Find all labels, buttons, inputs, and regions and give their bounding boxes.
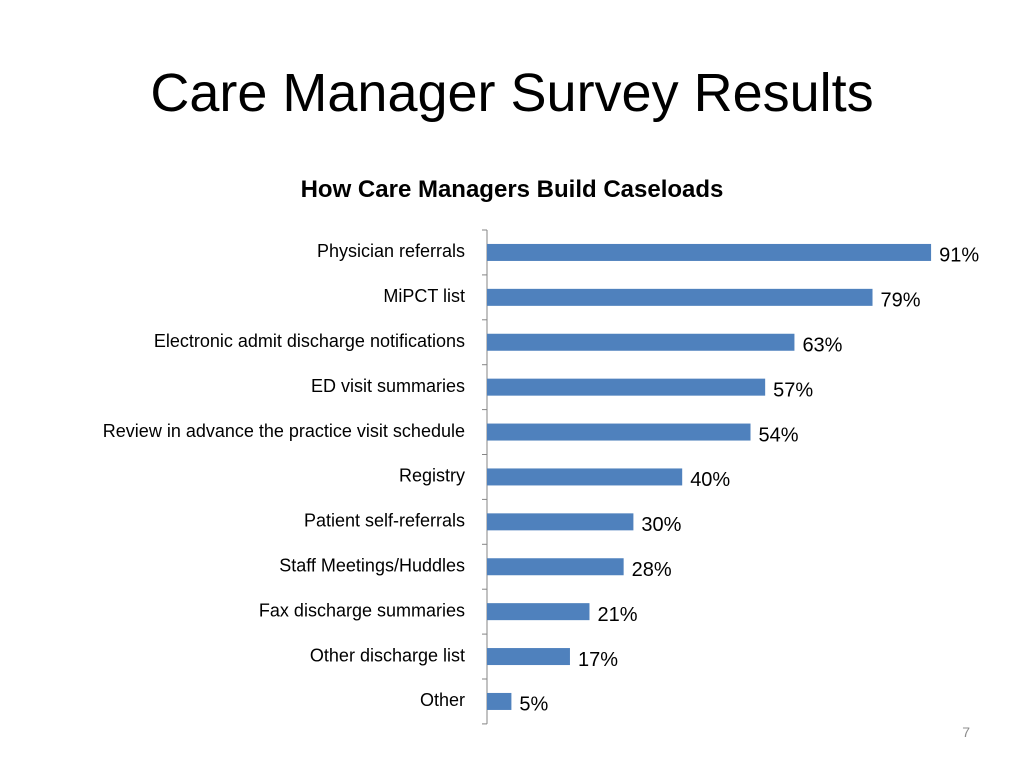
data-label: 91% [939, 245, 979, 267]
data-label: 63% [802, 335, 842, 357]
data-label: 40% [690, 469, 730, 491]
category-label: Other [420, 690, 465, 710]
bar [487, 333, 795, 351]
category-label: Electronic admit discharge notifications [154, 331, 465, 351]
category-label: MiPCT list [383, 286, 465, 306]
category-label: Registry [399, 466, 465, 486]
category-label: ED visit summaries [311, 376, 465, 396]
category-label: Fax discharge summaries [259, 600, 465, 620]
bar [487, 423, 751, 441]
bar [487, 378, 766, 396]
data-label: 28% [632, 559, 672, 581]
bar [487, 468, 683, 486]
category-label: Patient self-referrals [304, 511, 465, 531]
data-label: 17% [578, 649, 618, 671]
category-label: Review in advance the practice visit sch… [103, 421, 465, 441]
bar [487, 648, 570, 666]
data-label: 54% [759, 424, 799, 446]
category-label: Other discharge list [310, 645, 465, 665]
category-label: Staff Meetings/Huddles [279, 556, 465, 576]
bar [487, 513, 634, 531]
data-label: 79% [881, 290, 921, 312]
data-label: 5% [519, 694, 548, 716]
category-label: Physician referrals [317, 241, 465, 261]
bar [487, 692, 512, 710]
data-label: 30% [641, 514, 681, 536]
bar [487, 603, 590, 621]
bar [487, 558, 624, 576]
chart-title: How Care Managers Build Caseloads [300, 176, 724, 203]
slide-number: 7 [962, 724, 970, 740]
bar [487, 288, 873, 306]
slide-title: Care Manager Survey Results [150, 63, 874, 123]
data-label: 21% [597, 604, 637, 626]
bar [487, 243, 932, 261]
data-label: 57% [773, 379, 813, 401]
